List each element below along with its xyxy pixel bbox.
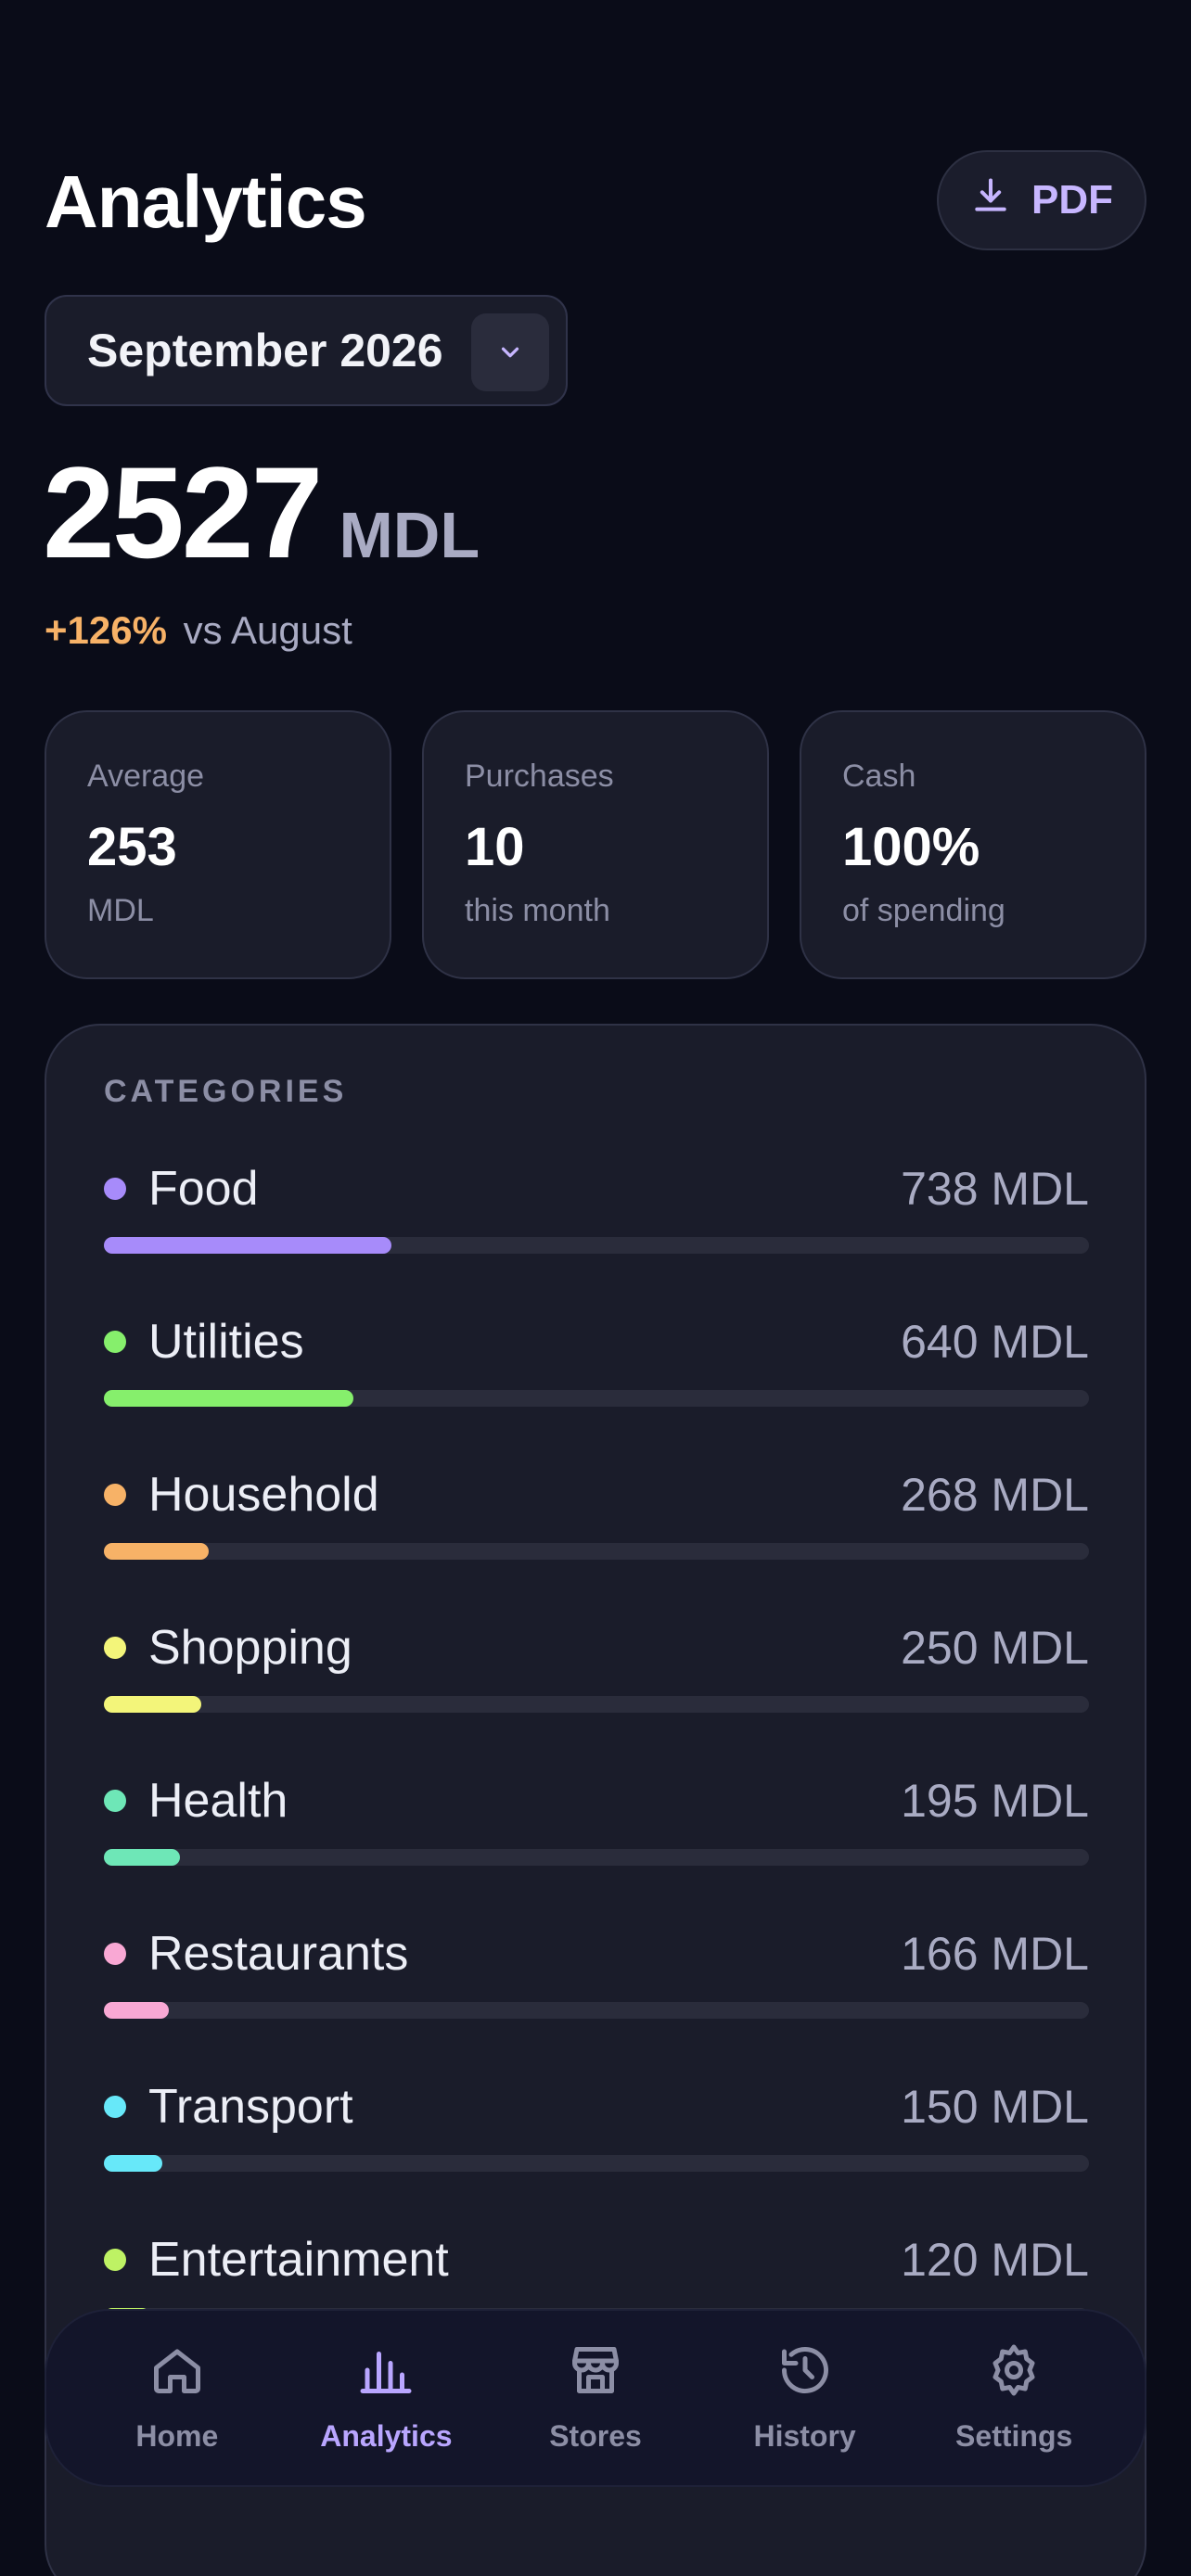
bottom-tab-bar: Home Analytics Stores H [45, 2309, 1146, 2487]
category-amount: 738 MDL [901, 1163, 1089, 1215]
tab-label: Settings [955, 2419, 1073, 2453]
category-amount: 640 MDL [901, 1316, 1089, 1368]
delta-label: vs August [183, 608, 352, 652]
category-dot [104, 2249, 126, 2271]
tab-label: Home [135, 2419, 219, 2453]
category-amount: 268 MDL [901, 1469, 1089, 1521]
category-name: Health [148, 1774, 288, 1828]
category-dot [104, 1790, 126, 1812]
categories-header: CATEGORIES [104, 1074, 348, 1109]
category-progress-fill [104, 2002, 170, 2019]
category-progress-track [104, 1390, 1089, 1407]
stat-value: 100% [842, 817, 980, 877]
stat-sub: of spending [842, 893, 1005, 928]
category-progress-fill [104, 1543, 209, 1560]
category-name: Household [148, 1468, 379, 1522]
category-progress-fill [104, 1696, 202, 1713]
tab-label: History [753, 2419, 856, 2453]
category-row-shopping[interactable]: Shopping 250 MDL [104, 1611, 1089, 1713]
page-title: Analytics [45, 160, 367, 243]
tab-home[interactable]: Home [84, 2342, 270, 2454]
export-pdf-label: PDF [1031, 177, 1113, 223]
stat-card-average: Average 253 MDL [45, 710, 391, 979]
category-row-household[interactable]: Household 268 MDL [104, 1458, 1089, 1560]
export-pdf-button[interactable]: PDF [937, 150, 1146, 250]
category-dot [104, 1943, 126, 1965]
chevron-down-icon[interactable] [471, 313, 549, 391]
category-progress-track [104, 1696, 1089, 1713]
delta-percent: +126% [45, 608, 167, 652]
category-progress-fill [104, 1849, 180, 1866]
category-amount: 250 MDL [901, 1622, 1089, 1674]
tab-settings[interactable]: Settings [921, 2342, 1107, 2454]
total-spending: 2527 MDL [43, 443, 480, 582]
stat-card-cash: Cash 100% of spending [800, 710, 1146, 979]
category-row-food[interactable]: Food 738 MDL [104, 1152, 1089, 1254]
category-progress-track [104, 2155, 1089, 2172]
category-name: Transport [148, 2080, 353, 2134]
stat-label: Cash [842, 759, 916, 794]
home-icon [149, 2342, 205, 2403]
history-icon [777, 2342, 833, 2403]
tab-label: Analytics [320, 2419, 453, 2453]
category-amount: 150 MDL [901, 2081, 1089, 2133]
category-amount: 120 MDL [901, 2234, 1089, 2286]
category-progress-fill [104, 2155, 162, 2172]
store-icon [568, 2342, 623, 2403]
stat-value: 253 [87, 817, 177, 877]
category-progress-track [104, 1237, 1089, 1254]
stat-card-purchases: Purchases 10 this month [422, 710, 769, 979]
stat-label: Average [87, 759, 205, 794]
category-row-restaurants[interactable]: Restaurants 166 MDL [104, 1917, 1089, 2019]
bar-chart-icon [358, 2342, 414, 2403]
stat-label: Purchases [465, 759, 614, 794]
month-selector-value: September 2026 [87, 325, 443, 376]
total-currency: MDL [339, 499, 480, 571]
total-amount: 2527 [43, 440, 323, 585]
category-dot [104, 1331, 126, 1353]
category-row-health[interactable]: Health 195 MDL [104, 1764, 1089, 1866]
category-dot [104, 1637, 126, 1659]
download-icon [970, 175, 1011, 226]
category-amount: 195 MDL [901, 1775, 1089, 1827]
stat-sub: MDL [87, 893, 154, 928]
category-dot [104, 1484, 126, 1506]
category-progress-track [104, 2002, 1089, 2019]
month-selector[interactable]: September 2026 [45, 295, 568, 406]
gear-icon [986, 2342, 1042, 2403]
category-progress-track [104, 1849, 1089, 1866]
category-name: Food [148, 1162, 259, 1216]
tab-stores[interactable]: Stores [503, 2342, 688, 2454]
category-progress-track [104, 1543, 1089, 1560]
category-dot [104, 1178, 126, 1200]
category-row-utilities[interactable]: Utilities 640 MDL [104, 1305, 1089, 1407]
category-name: Utilities [148, 1315, 304, 1369]
tab-history[interactable]: History [712, 2342, 898, 2454]
category-progress-fill [104, 1390, 353, 1407]
category-name: Entertainment [148, 2233, 449, 2287]
category-progress-fill [104, 1237, 392, 1254]
category-amount: 166 MDL [901, 1928, 1089, 1980]
stat-value: 10 [465, 817, 525, 877]
category-name: Restaurants [148, 1927, 409, 1981]
tab-label: Stores [549, 2419, 642, 2453]
month-comparison: +126% vs August [45, 608, 352, 653]
category-dot [104, 2096, 126, 2118]
category-row-transport[interactable]: Transport 150 MDL [104, 2070, 1089, 2172]
stat-sub: this month [465, 893, 610, 928]
tab-analytics[interactable]: Analytics [293, 2342, 479, 2454]
category-name: Shopping [148, 1621, 352, 1675]
